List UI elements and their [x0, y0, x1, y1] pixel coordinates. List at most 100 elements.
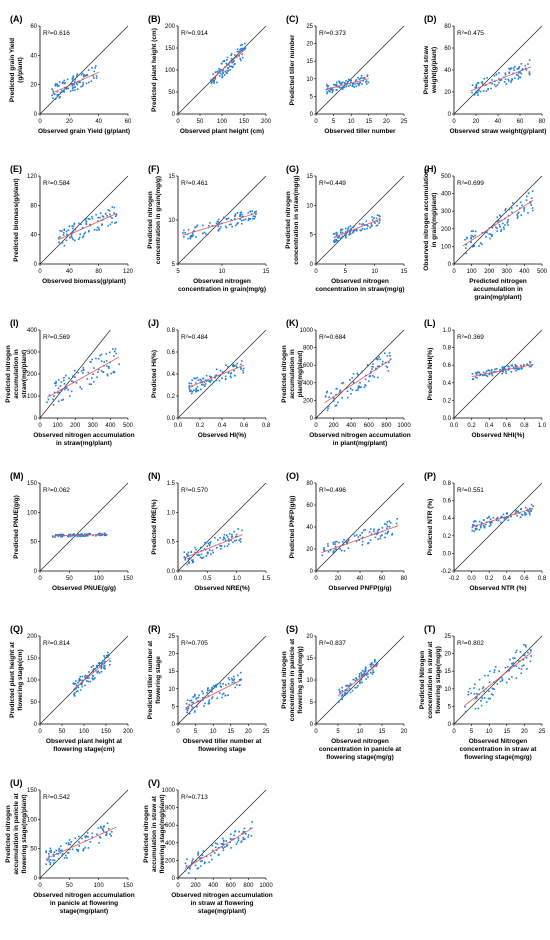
y-tick-label: 0	[34, 876, 38, 882]
data-point	[360, 678, 363, 681]
data-point	[219, 537, 222, 539]
data-point	[476, 82, 479, 84]
y-tick-label: 20	[306, 634, 313, 640]
data-point	[76, 88, 79, 90]
data-point	[72, 225, 75, 227]
data-point	[491, 521, 493, 524]
data-point	[76, 533, 79, 536]
data-point	[341, 235, 344, 238]
y-tick-label: 0.4	[167, 372, 176, 378]
y-axis-label: accumulation in	[13, 349, 20, 399]
fit-line	[471, 363, 534, 378]
data-point	[333, 232, 336, 235]
data-point	[195, 236, 197, 238]
data-point	[195, 387, 198, 390]
r2-label: R²=0.373	[319, 30, 346, 37]
data-point	[531, 190, 534, 193]
data-point	[483, 519, 485, 521]
data-point	[520, 668, 523, 670]
data-point	[471, 529, 474, 532]
data-point	[67, 229, 70, 232]
data-point	[341, 231, 344, 234]
x-tick-label: 600	[364, 423, 375, 429]
data-point	[369, 539, 372, 541]
data-point	[477, 94, 479, 96]
data-point	[107, 654, 110, 656]
data-point	[234, 214, 236, 217]
data-point	[504, 368, 507, 370]
data-point	[52, 90, 54, 92]
data-point	[353, 535, 356, 537]
y-tick-label: 0	[34, 262, 38, 268]
data-point	[508, 365, 510, 368]
y-axis-label: concentration in panicle at	[289, 638, 296, 721]
data-point	[61, 241, 64, 244]
data-point	[103, 361, 106, 363]
x-tick-label: 0.5	[203, 576, 212, 582]
data-point	[244, 46, 246, 49]
data-point	[222, 692, 225, 695]
data-point	[202, 377, 204, 380]
x-tick-label: 0	[452, 119, 456, 125]
identity-line	[177, 789, 267, 879]
data-point	[239, 211, 242, 214]
data-point	[506, 365, 509, 367]
data-point	[71, 85, 74, 87]
data-point	[369, 528, 372, 530]
x-tick-label: 800	[381, 423, 392, 429]
data-point	[86, 534, 89, 537]
data-point	[98, 534, 100, 537]
data-point	[90, 383, 92, 386]
data-point	[489, 524, 492, 526]
data-point	[529, 361, 532, 364]
data-point	[86, 832, 89, 834]
r2-label: R²=0.569	[43, 334, 70, 341]
y-tick-label: 1000	[162, 788, 176, 794]
data-point	[220, 843, 223, 845]
data-point	[503, 81, 506, 83]
x-tick-label: 40	[95, 119, 102, 125]
x-tick-label: 0.6	[240, 423, 249, 429]
data-point	[515, 509, 518, 512]
data-point	[187, 707, 190, 710]
y-axis-label: Predicted nitrogen	[281, 345, 288, 402]
y-tick-label: 0	[448, 262, 452, 268]
data-point	[93, 367, 95, 369]
data-point	[241, 213, 243, 216]
data-point	[196, 554, 199, 556]
data-point	[205, 233, 207, 235]
data-point	[481, 697, 484, 699]
data-point	[92, 670, 95, 673]
data-point	[95, 357, 97, 360]
data-point	[370, 370, 372, 373]
data-point	[489, 233, 492, 236]
data-point	[227, 64, 230, 66]
data-point	[472, 524, 474, 526]
data-point	[355, 677, 357, 679]
data-point	[373, 376, 376, 378]
data-point	[230, 677, 233, 680]
data-point	[524, 646, 527, 648]
identity-line	[177, 482, 267, 572]
data-point	[378, 365, 380, 368]
data-point	[345, 684, 348, 687]
x-tick-label: 0	[452, 269, 456, 275]
data-point	[479, 526, 482, 529]
data-point	[349, 682, 352, 685]
data-point	[210, 379, 213, 381]
data-point	[82, 372, 84, 374]
data-point	[222, 683, 224, 685]
x-tick-label: 10	[486, 729, 493, 735]
data-point	[50, 851, 53, 854]
data-point	[235, 364, 237, 367]
data-point	[214, 76, 217, 79]
data-point	[87, 371, 90, 374]
data-point	[54, 534, 57, 536]
data-point	[345, 689, 348, 691]
x-tick-label: 150	[123, 576, 134, 582]
data-point	[528, 73, 531, 76]
x-axis-label: stage(mg/plant)	[198, 908, 246, 915]
data-point	[216, 546, 218, 549]
data-point	[345, 692, 348, 695]
y-tick-label: 0	[34, 569, 38, 575]
